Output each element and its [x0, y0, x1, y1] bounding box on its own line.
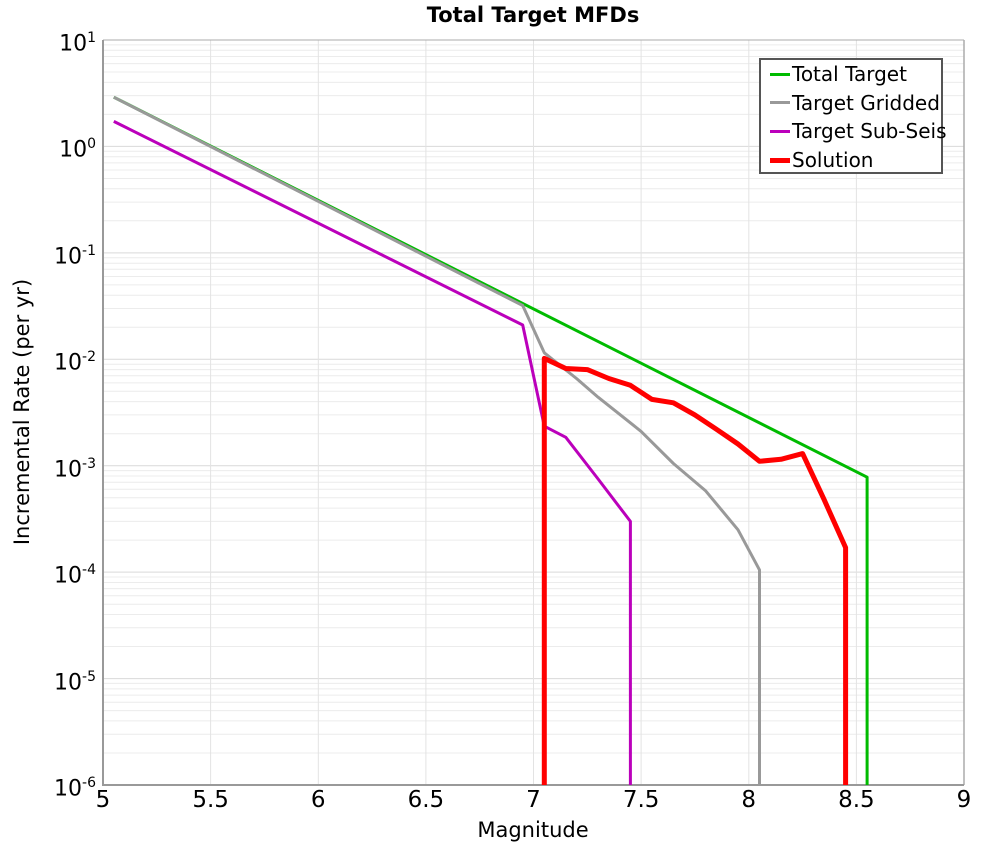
- legend-entry-target-gridded: Target Gridded: [761, 89, 941, 118]
- x-tick-label: 8: [741, 787, 757, 813]
- x-tick-label: 9: [956, 787, 972, 813]
- series-line-solution: [541, 355, 849, 785]
- x-tick-label: 7: [526, 787, 541, 813]
- y-tick-label: 10-6: [54, 775, 96, 802]
- legend: Total Target Target Gridded Target Sub-S…: [759, 58, 947, 175]
- x-tick-label: 7.5: [622, 787, 660, 813]
- x-axis-title: Magnitude: [477, 818, 589, 842]
- x-tick-label: 6.5: [407, 787, 445, 813]
- legend-line-swatch-target-sub-seis: [770, 129, 790, 133]
- legend-line-swatch-solution: [770, 157, 790, 163]
- legend-line-swatch-target-gridded: [770, 101, 790, 105]
- legend-label: Target Gridded: [792, 90, 940, 115]
- legend-entry-target-sub-seis: Target Sub-Seis: [761, 117, 947, 146]
- y-tick-label: 101: [59, 30, 96, 57]
- legend-label: Target Sub-Seis: [792, 119, 947, 144]
- y-tick-label: 100: [59, 136, 96, 163]
- series-line-total-target: [113, 95, 869, 785]
- y-tick-label: 10-5: [54, 668, 96, 695]
- x-tick-label: 5: [95, 787, 111, 813]
- x-tick-label: 5.5: [192, 787, 229, 813]
- series-line-target-sub-seis: [113, 120, 632, 785]
- y-tick-label: 10-1: [54, 242, 96, 270]
- legend-line-swatch-total-target: [770, 72, 790, 76]
- legend-label: Total Target: [792, 62, 907, 87]
- x-tick-label: 8.5: [838, 787, 875, 813]
- y-tick-label: 10-4: [54, 562, 96, 589]
- y-tick-label: 10-3: [54, 455, 96, 483]
- legend-entry-solution: Solution: [761, 146, 941, 175]
- chart-title: Total Target MFDs: [426, 3, 640, 27]
- legend-entry-total-target: Total Target: [761, 60, 941, 89]
- series-line-target-gridded: [113, 95, 761, 785]
- legend-label: Solution: [792, 148, 874, 173]
- x-tick-label: 6: [310, 787, 326, 813]
- y-tick-label: 10-2: [54, 349, 96, 376]
